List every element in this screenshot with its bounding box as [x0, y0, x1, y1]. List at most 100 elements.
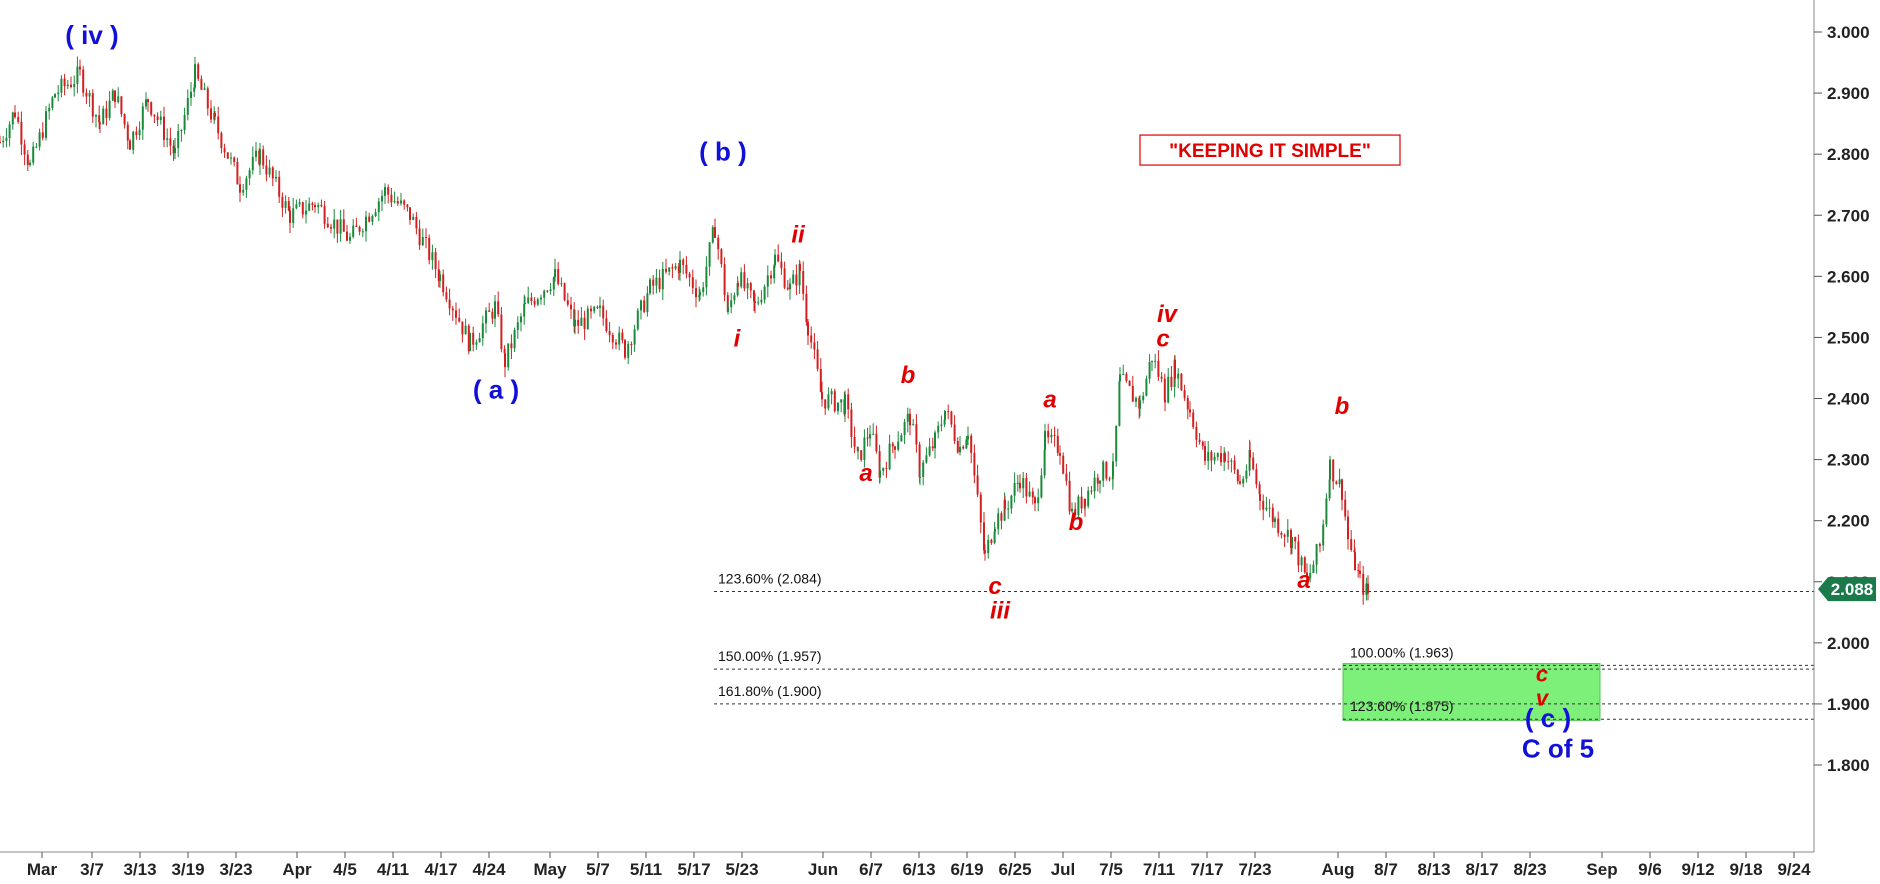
candle-body: [671, 267, 674, 269]
candle-body: [54, 94, 56, 98]
candle-body: [1174, 359, 1176, 379]
candle-body: [1053, 434, 1056, 436]
candle-body: [1170, 376, 1173, 388]
candle-body: [1025, 478, 1028, 497]
candle-body: [342, 219, 345, 232]
candle-body: [396, 201, 399, 204]
wave-label: ( c ): [1525, 703, 1571, 733]
x-tick-label: 8/7: [1374, 860, 1398, 879]
candle-body: [406, 204, 409, 208]
candle-body: [720, 249, 723, 265]
candle-body: [605, 318, 608, 332]
fib-label: 150.00% (1.957): [718, 648, 822, 664]
wave-label: b: [1069, 509, 1084, 536]
candle-body: [717, 237, 720, 250]
candle-body: [891, 443, 894, 447]
y-tick-label: 2.200: [1827, 512, 1870, 531]
candle-body: [824, 399, 827, 409]
candle-body: [789, 283, 791, 290]
candle-body: [63, 78, 66, 87]
candle-body: [1300, 557, 1303, 566]
candle-body: [1224, 453, 1226, 462]
candle-body: [1258, 484, 1261, 495]
candle-body: [1022, 478, 1025, 489]
candle-body: [361, 231, 364, 233]
candle-body: [753, 290, 755, 302]
candle-body: [358, 226, 361, 232]
candle-body: [70, 84, 72, 87]
candle-body: [691, 277, 694, 289]
candle-body: [743, 272, 746, 289]
wave-label: ( a ): [473, 375, 519, 405]
candle-body: [1090, 490, 1093, 492]
candle-body: [141, 106, 144, 130]
candle-body: [994, 529, 996, 532]
candle-body: [292, 208, 295, 223]
x-tick-label: 7/11: [1143, 860, 1175, 879]
candle-body: [57, 92, 60, 95]
candle-body: [381, 195, 383, 202]
last-price-tag: 2.088: [1818, 577, 1876, 602]
candle-body: [1034, 497, 1036, 504]
candle-body: [1065, 473, 1068, 481]
candle-body: [1325, 498, 1328, 525]
candle-body: [1180, 373, 1183, 391]
candle-body: [850, 409, 853, 437]
candle-body: [123, 114, 126, 125]
y-tick-label: 2.300: [1827, 451, 1870, 470]
x-tick-label: 5/11: [630, 860, 662, 879]
candle-body: [552, 277, 555, 290]
wave-label: ( iv ): [65, 20, 118, 50]
x-tick-label: Mar: [27, 860, 58, 879]
candle-body: [1112, 461, 1114, 477]
candle-body: [1230, 460, 1233, 462]
candle-body: [543, 290, 546, 298]
candle-body: [1186, 398, 1189, 410]
candle-body: [352, 225, 355, 237]
note-box: [1139, 134, 1401, 166]
candle-body: [1319, 544, 1321, 546]
x-tick-label: 5/23: [725, 860, 758, 879]
candle-body: [937, 425, 940, 433]
candle-body: [760, 299, 763, 303]
candle-body: [774, 254, 776, 266]
wave-label: a: [1043, 387, 1056, 414]
candle-body: [987, 539, 990, 554]
candle-body: [943, 419, 946, 425]
candle-body: [566, 300, 569, 305]
candle-body: [570, 304, 572, 310]
candle-body: [510, 343, 513, 349]
candle-body: [442, 274, 445, 293]
wave-label: C of 5: [1522, 734, 1594, 764]
candle-body: [99, 122, 101, 125]
fib-label: 123.60% (1.875): [1350, 698, 1454, 714]
candle-body: [516, 322, 519, 330]
candle-body: [780, 261, 783, 269]
candle-body: [88, 93, 91, 97]
candle-body: [1093, 477, 1096, 492]
candle-body: [879, 470, 881, 478]
x-tick-label: Aug: [1321, 860, 1354, 879]
candle-body: [507, 343, 510, 368]
candle-body: [1122, 374, 1125, 376]
candle-body: [1068, 480, 1071, 512]
candle-body: [962, 446, 965, 449]
candle-body: [1198, 439, 1201, 442]
candle-body: [909, 413, 911, 426]
candle-body: [323, 206, 326, 224]
candle-body: [1028, 491, 1031, 497]
candle-body: [546, 290, 549, 292]
candle-body: [242, 189, 245, 193]
candle-body: [434, 252, 437, 270]
candle-body: [314, 205, 316, 208]
candle-body: [145, 99, 147, 107]
candle-body: [445, 292, 448, 300]
candle-body: [947, 411, 950, 413]
candle-body: [636, 310, 639, 330]
candle-body: [1040, 475, 1043, 498]
candle-body: [500, 314, 503, 349]
candle-body: [259, 149, 261, 165]
wave-label: a: [1297, 567, 1310, 594]
candle-body: [912, 424, 915, 426]
